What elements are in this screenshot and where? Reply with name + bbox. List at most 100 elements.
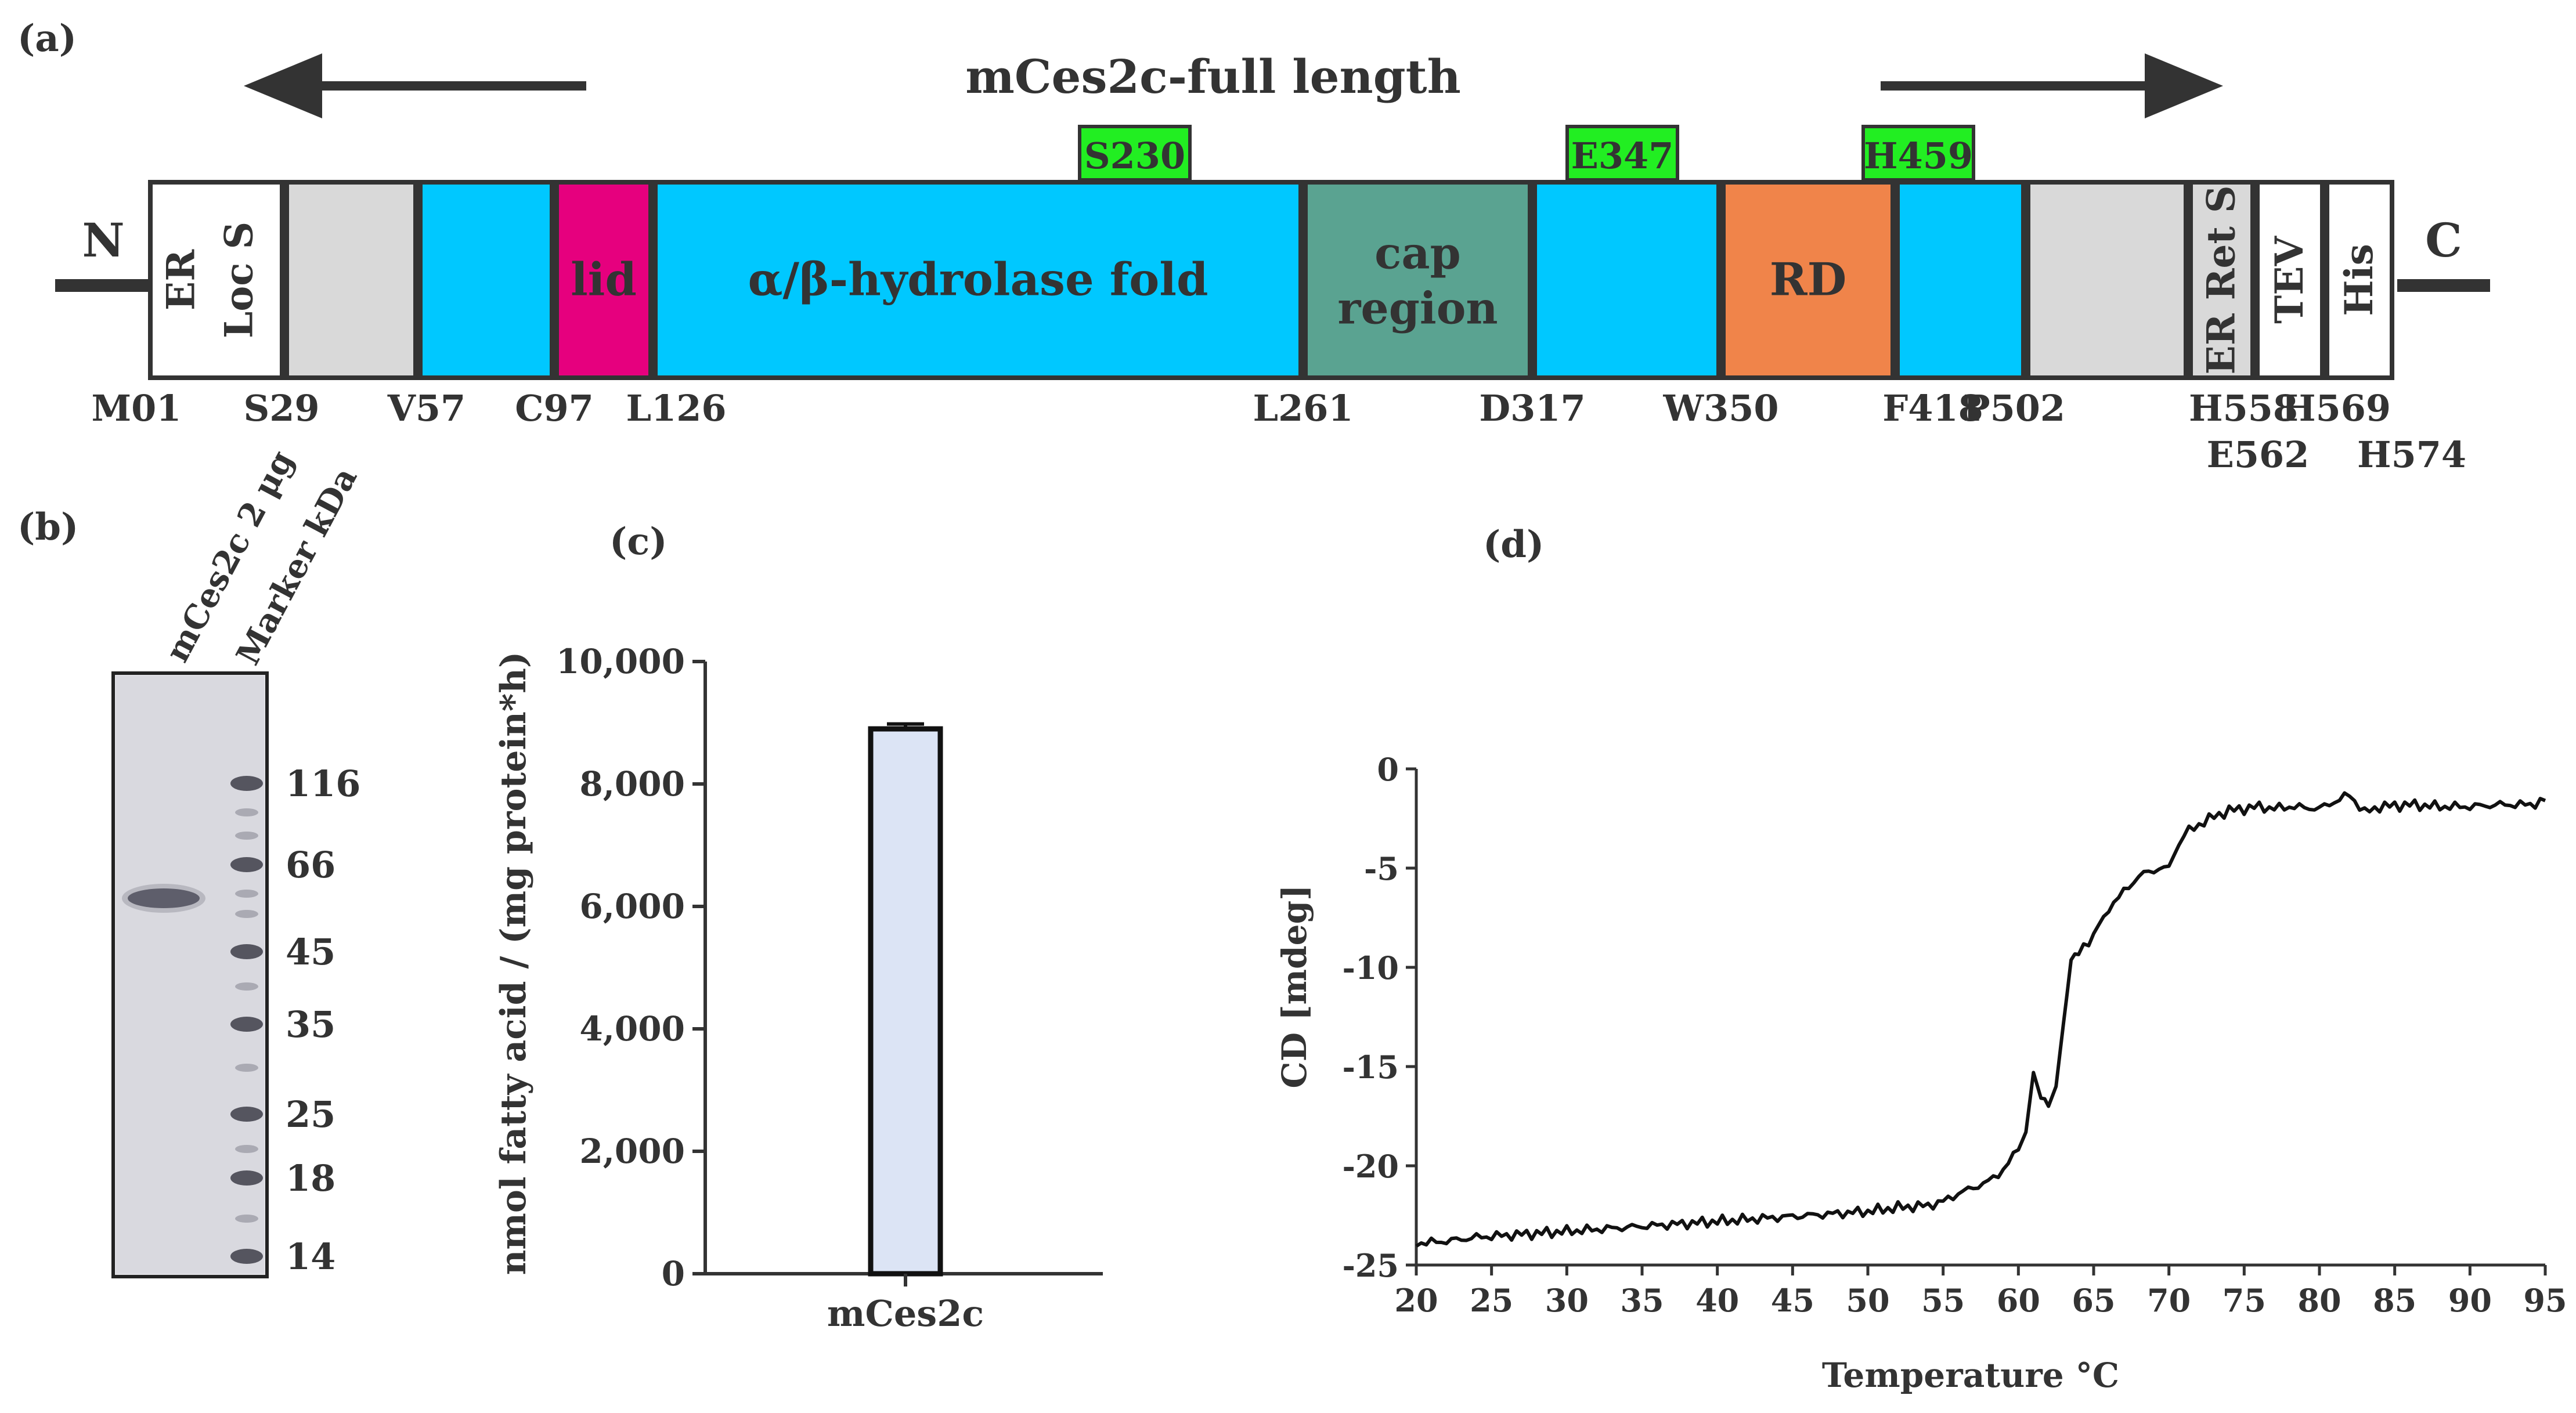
marker-faint-band — [235, 890, 258, 898]
bar-chart-ylabel: nmol fatty acid / (mg protein*h) — [493, 652, 534, 1275]
domain-segment — [658, 185, 1298, 375]
cd-chart-ytick-label: 0 — [1377, 751, 1399, 788]
cd-chart-xtick-label: 45 — [1771, 1282, 1814, 1319]
c-terminus-label: C — [2425, 213, 2462, 268]
residue-label: M01 — [92, 387, 182, 429]
residue-label: H558 — [2189, 387, 2298, 429]
sample-band — [128, 888, 200, 908]
cd-chart-xtick-label: 70 — [2147, 1282, 2191, 1319]
residue-label: P502 — [1963, 387, 2065, 429]
cd-chart-ytick-label: -20 — [1342, 1148, 1399, 1185]
left-arrow-icon — [244, 53, 322, 118]
domain-label: ER — [158, 249, 204, 310]
domain-segment — [289, 185, 413, 375]
cd-chart-xtick-label: 55 — [1921, 1282, 1965, 1319]
active-sites: S230 E347 H459 — [1078, 125, 1975, 182]
residue-label: F418 — [1882, 387, 1983, 429]
cd-chart-ytick-label: -25 — [1342, 1247, 1399, 1284]
domain-label: cap — [1374, 227, 1461, 279]
marker-kda-label: 35 — [286, 1003, 335, 1046]
domain-label: RD — [1770, 254, 1846, 306]
domain-segment — [1308, 185, 1528, 375]
cd-chart-xtick-label: 30 — [1545, 1282, 1589, 1319]
residue-label: L261 — [1253, 387, 1353, 429]
panel-d: (d) CD [mdeg] Temperature °C 0 -5 -10 -15 -2… — [1275, 523, 2567, 1395]
marker-band — [230, 857, 263, 872]
bar-chart-ytick-label: 4,000 — [579, 1009, 685, 1049]
bar-chart-ytick-label: 0 — [662, 1254, 685, 1293]
marker-faint-band — [235, 1145, 258, 1153]
domain-segment — [1900, 185, 2021, 375]
cd-chart-xtick-label: 60 — [1997, 1282, 2040, 1319]
marker-kda-label: 116 — [286, 762, 360, 805]
marker-kda-label: 25 — [286, 1093, 335, 1136]
domain-label: TEV — [2267, 235, 2312, 323]
marker-band — [230, 944, 263, 959]
panel-a: (a) mCes2c-full length N C ER Loc S lid α/β… — [17, 17, 2490, 476]
marker-faint-band — [235, 910, 258, 918]
marker-faint-band — [235, 808, 258, 816]
residue-label: H569 — [2282, 387, 2391, 429]
bar-category-label: mCes2c — [827, 1292, 984, 1335]
cd-chart-xtick-label: 65 — [2072, 1282, 2115, 1319]
residue-label: W350 — [1662, 387, 1778, 429]
residue-label: H574 — [2357, 433, 2466, 476]
domain-label: His — [2336, 244, 2382, 316]
panel-b: (b) mCes2c 2 μg Marker kDa 1166645352518… — [17, 445, 365, 1278]
residue-label: L126 — [626, 387, 726, 429]
domain-segment — [559, 185, 648, 375]
cd-chart-xtick-label: 80 — [2297, 1282, 2341, 1319]
active-site-box — [1078, 125, 1192, 182]
domain-segment — [2260, 185, 2320, 375]
marker-band — [230, 776, 263, 791]
domain-segment — [2193, 185, 2250, 375]
panel-a-title: mCes2c-full length — [965, 49, 1461, 104]
cd-chart-ytick-label: -10 — [1342, 949, 1399, 986]
marker-bands — [230, 776, 263, 1264]
marker-faint-band — [235, 1064, 258, 1072]
cd-chart-xlabel: Temperature °C — [1822, 1356, 2119, 1395]
active-site-box — [1565, 125, 1679, 182]
cd-chart-xtick-label: 95 — [2523, 1282, 2567, 1319]
domain-segment — [153, 185, 280, 375]
n-terminus-label: N — [82, 213, 124, 268]
domain-segment — [1537, 185, 1716, 375]
residue-label: E562 — [2207, 433, 2310, 476]
cd-chart-xtick-label: 90 — [2448, 1282, 2492, 1319]
domain-label: lid — [571, 254, 637, 306]
bar-chart-ytick-label: 10,000 — [556, 642, 685, 681]
residue-label: V57 — [387, 387, 466, 429]
bar-chart-ytick-label: 8,000 — [579, 764, 685, 804]
cd-chart-xtick-label: 40 — [1695, 1282, 1739, 1319]
panel-a-label: (a) — [17, 17, 77, 60]
active-site-box — [1861, 125, 1975, 182]
bar-chart-ytick-label: 2,000 — [579, 1132, 685, 1171]
cd-chart-xtick-label: 85 — [2373, 1282, 2416, 1319]
marker-kda-label: 66 — [286, 844, 335, 886]
cd-chart-xtick-label: 75 — [2223, 1282, 2266, 1319]
panel-b-label: (b) — [17, 505, 78, 549]
residue-label: D317 — [1479, 387, 1585, 429]
cd-chart-xtick-label: 35 — [1620, 1282, 1664, 1319]
cd-chart-ytick-label: -15 — [1342, 1049, 1399, 1086]
marker-faint-band — [235, 982, 258, 991]
residue-label: C97 — [515, 387, 594, 429]
domain-segment — [2329, 185, 2390, 375]
bar-chart: 0 2,000 4,000 6,000 8,000 10,000 mCes2c — [556, 642, 1103, 1335]
cd-chart-ylabel: CD [mdeg] — [1275, 885, 1314, 1089]
marker-faint-band — [235, 1215, 258, 1223]
domain-label: α/β-hydrolase fold — [748, 254, 1208, 306]
cd-chart-xtick-label: 50 — [1846, 1282, 1889, 1319]
marker-band — [230, 1017, 263, 1032]
panel-c-label: (c) — [609, 520, 668, 563]
cd-chart-xtick-label: 25 — [1470, 1282, 1513, 1319]
domain-label-line2: Loc S — [217, 222, 262, 338]
cd-chart-xtick-label: 20 — [1394, 1282, 1438, 1319]
active-site-label: H459 — [1864, 135, 1973, 177]
domain-segment — [2030, 185, 2184, 375]
domain-label: ER Ret S — [2199, 185, 2244, 374]
marker-faint-band — [235, 832, 258, 840]
